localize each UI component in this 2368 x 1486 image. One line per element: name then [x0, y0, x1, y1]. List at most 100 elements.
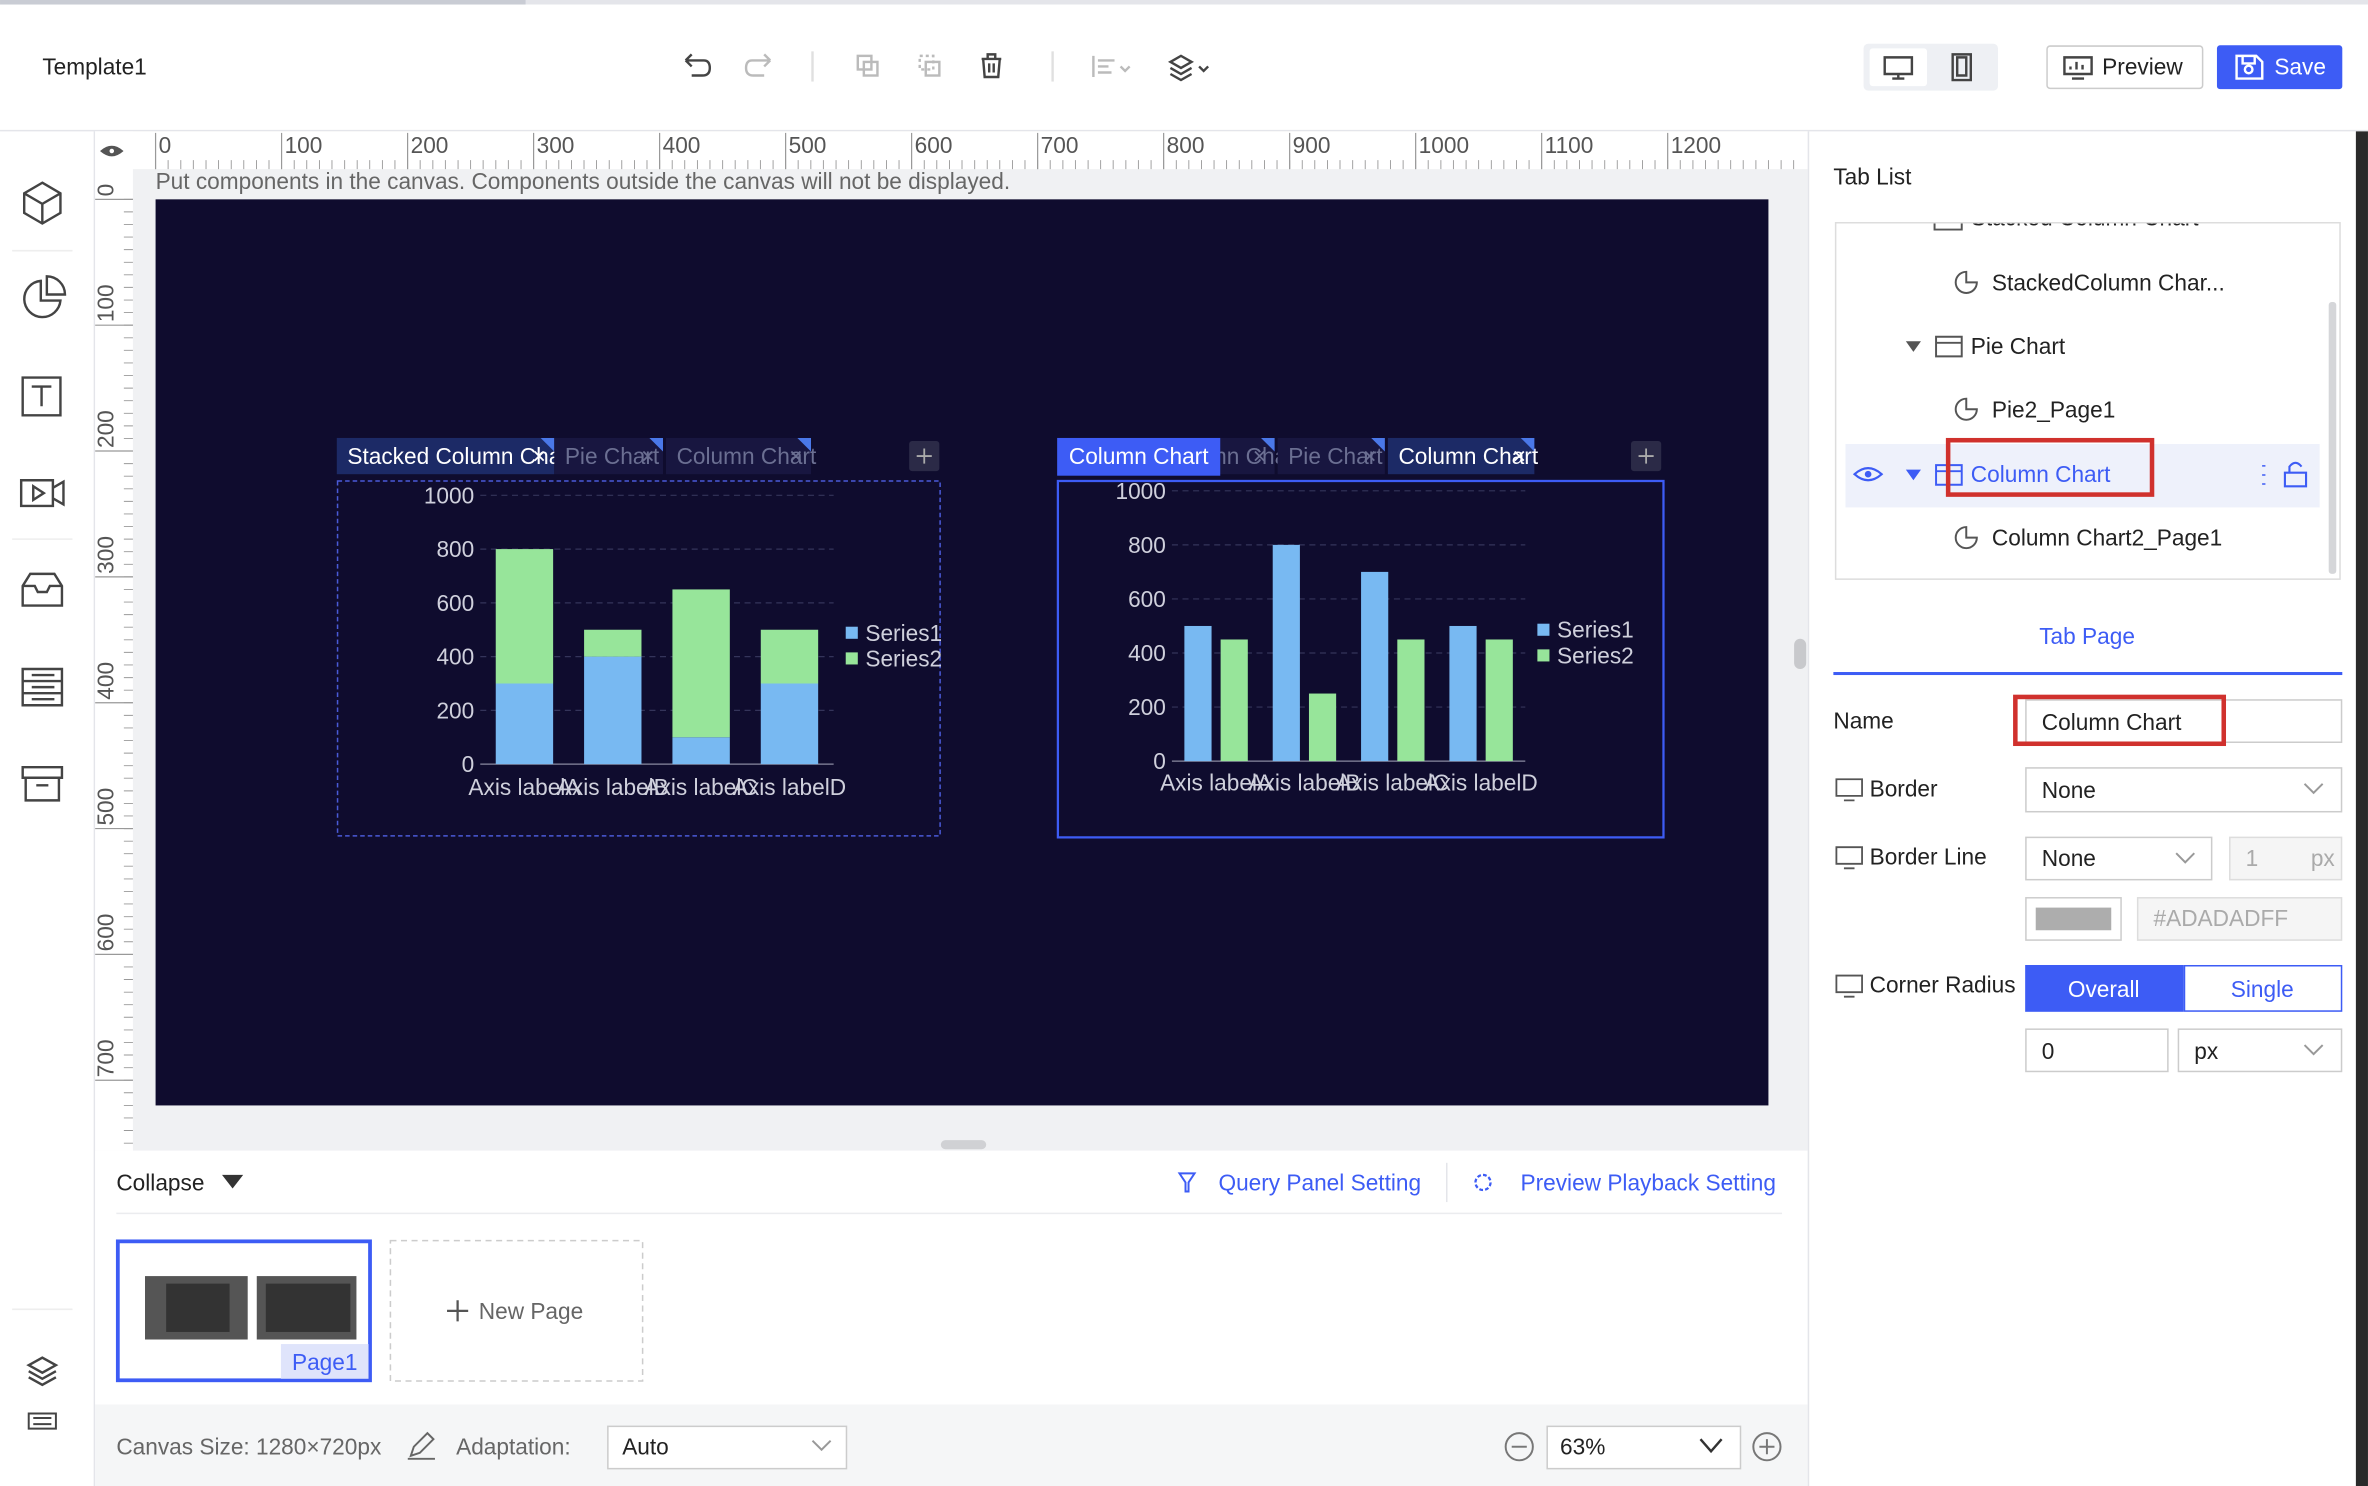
tree-item[interactable]: Stacked Column Chart: [1971, 204, 2199, 231]
bar-segment: [672, 737, 730, 765]
x-tick-label: Axis labelB: [557, 774, 669, 800]
archive-icon[interactable]: [21, 765, 64, 802]
redo-icon[interactable]: [744, 53, 772, 77]
save-icon: [2235, 54, 2264, 80]
media-icon[interactable]: [19, 479, 65, 508]
ruler-label: 0: [159, 132, 172, 158]
component-tab[interactable]: [1277, 437, 1385, 475]
tab-close[interactable]: [1364, 450, 1375, 462]
container-icon[interactable]: [21, 572, 64, 607]
align-icon[interactable]: [1092, 55, 1131, 78]
preview-playback-setting[interactable]: Preview Playback Setting: [1521, 1169, 1776, 1195]
horizontal-scrollbar[interactable]: [940, 1140, 987, 1150]
tab-close[interactable]: [1254, 450, 1265, 462]
component-tab[interactable]: [554, 437, 663, 475]
tree-item-selected[interactable]: Column Chart: [1971, 461, 2111, 487]
ruler-label: 700: [93, 1039, 119, 1077]
component-tab[interactable]: [666, 437, 811, 475]
color-input[interactable]: [2136, 897, 2343, 941]
tree-scrollbar[interactable]: [2328, 302, 2337, 574]
mobile-icon[interactable]: [1951, 53, 1973, 82]
tree-item[interactable]: Pie2_Page1: [1992, 396, 2115, 422]
canvas-size: Canvas Size: 1280×720px: [116, 1434, 382, 1460]
tab-close[interactable]: [790, 450, 802, 462]
border-width-input[interactable]: [2229, 836, 2343, 881]
component-frame-selected[interactable]: [1056, 479, 1665, 839]
rulers: 0 100 200 300 400 500 600 700 800 900 1000 1100 1200…: [93, 132, 1795, 1144]
device-icon: [1835, 974, 1863, 998]
vertical-scrollbar[interactable]: [1794, 638, 1807, 670]
folder-icon: [1935, 335, 1963, 358]
copy-icon-back: [862, 60, 879, 77]
page-label-bg: [280, 1344, 369, 1379]
border-line-style: None: [2042, 845, 2096, 871]
new-page-button[interactable]: [389, 1239, 644, 1382]
device-icons: [1835, 778, 1863, 998]
component-tab[interactable]: [1387, 437, 1535, 475]
edit-icon[interactable]: [407, 1431, 435, 1460]
layer-icon[interactable]: [1167, 54, 1210, 82]
unit-select[interactable]: [2177, 1028, 2343, 1073]
ruler-label: 600: [93, 914, 119, 952]
ruler-label: 200: [411, 132, 449, 158]
adaptation-select[interactable]: [607, 1425, 848, 1470]
lock-icon[interactable]: [2283, 461, 2308, 488]
tab-label: Column Chart: [677, 443, 817, 469]
delete-icon[interactable]: [981, 53, 1002, 79]
legend-label: Series1: [865, 620, 942, 646]
ruler-label: 300: [537, 132, 575, 158]
tab-close[interactable]: [642, 450, 654, 462]
tab-page-title[interactable]: Tab Page: [2039, 623, 2135, 649]
window-edge: [2355, 131, 2368, 1486]
bar: [1272, 544, 1300, 762]
bar-segment: [495, 683, 554, 765]
collapse-arrow[interactable]: [222, 1174, 244, 1189]
plus: [916, 448, 932, 464]
tree-item[interactable]: Column Chart2_Page1: [1992, 525, 2222, 551]
zoom-out[interactable]: [1504, 1432, 1534, 1462]
desktop-button[interactable]: [1869, 48, 1927, 87]
chevron: [2303, 783, 2324, 795]
ruler-eye-icon[interactable]: [100, 145, 124, 157]
tab-label: Column Chart: [1398, 443, 1538, 469]
zoom-in[interactable]: [1752, 1432, 1782, 1462]
tree-item[interactable]: Pie Chart: [1971, 333, 2066, 359]
x-tick-label: Axis labelD: [733, 774, 846, 800]
tab-close[interactable]: [533, 450, 545, 462]
collapse-label[interactable]: Collapse: [116, 1169, 204, 1195]
name-input[interactable]: [2025, 699, 2343, 743]
component-tab[interactable]: [336, 437, 555, 475]
visibility-icon[interactable]: [1852, 467, 1884, 482]
plus-icon: [447, 1300, 469, 1322]
expand-arrow[interactable]: [1905, 469, 1921, 481]
visibility-dot: [1864, 470, 1872, 478]
layers-icon[interactable]: [26, 1356, 59, 1387]
bar-segment: [760, 683, 819, 765]
ruler-label: 500: [93, 788, 119, 826]
single-button[interactable]: [2183, 964, 2343, 1012]
radius-input[interactable]: [2025, 1028, 2169, 1073]
x-tick-label: Axis labelB: [1248, 769, 1360, 795]
component-frame[interactable]: [336, 480, 941, 837]
y-tick-label: 600: [436, 590, 474, 616]
y-tick-label: 1000: [1116, 478, 1166, 504]
keyboard-icon[interactable]: [27, 1412, 57, 1430]
sidebar-icons: [19, 181, 67, 1430]
tab-corner: [540, 437, 555, 452]
canvas-hint: Put components in the canvas. Components…: [156, 168, 1011, 194]
canvas: [155, 199, 1769, 1106]
component-icon[interactable]: [22, 181, 62, 225]
border-select[interactable]: [2025, 767, 2343, 813]
text-icon[interactable]: [21, 376, 62, 417]
tab-close[interactable]: [1514, 450, 1525, 462]
undo-icon[interactable]: [684, 53, 712, 77]
table-icon[interactable]: [21, 667, 64, 707]
tree-item[interactable]: StackedColumn Char...: [1992, 269, 2225, 295]
query-panel-setting[interactable]: Query Panel Setting: [1218, 1169, 1421, 1195]
expand-arrow[interactable]: [1905, 341, 1921, 352]
overall-button[interactable]: [2025, 964, 2184, 1012]
chevron: [811, 1440, 832, 1452]
chart-icon[interactable]: [23, 275, 67, 319]
